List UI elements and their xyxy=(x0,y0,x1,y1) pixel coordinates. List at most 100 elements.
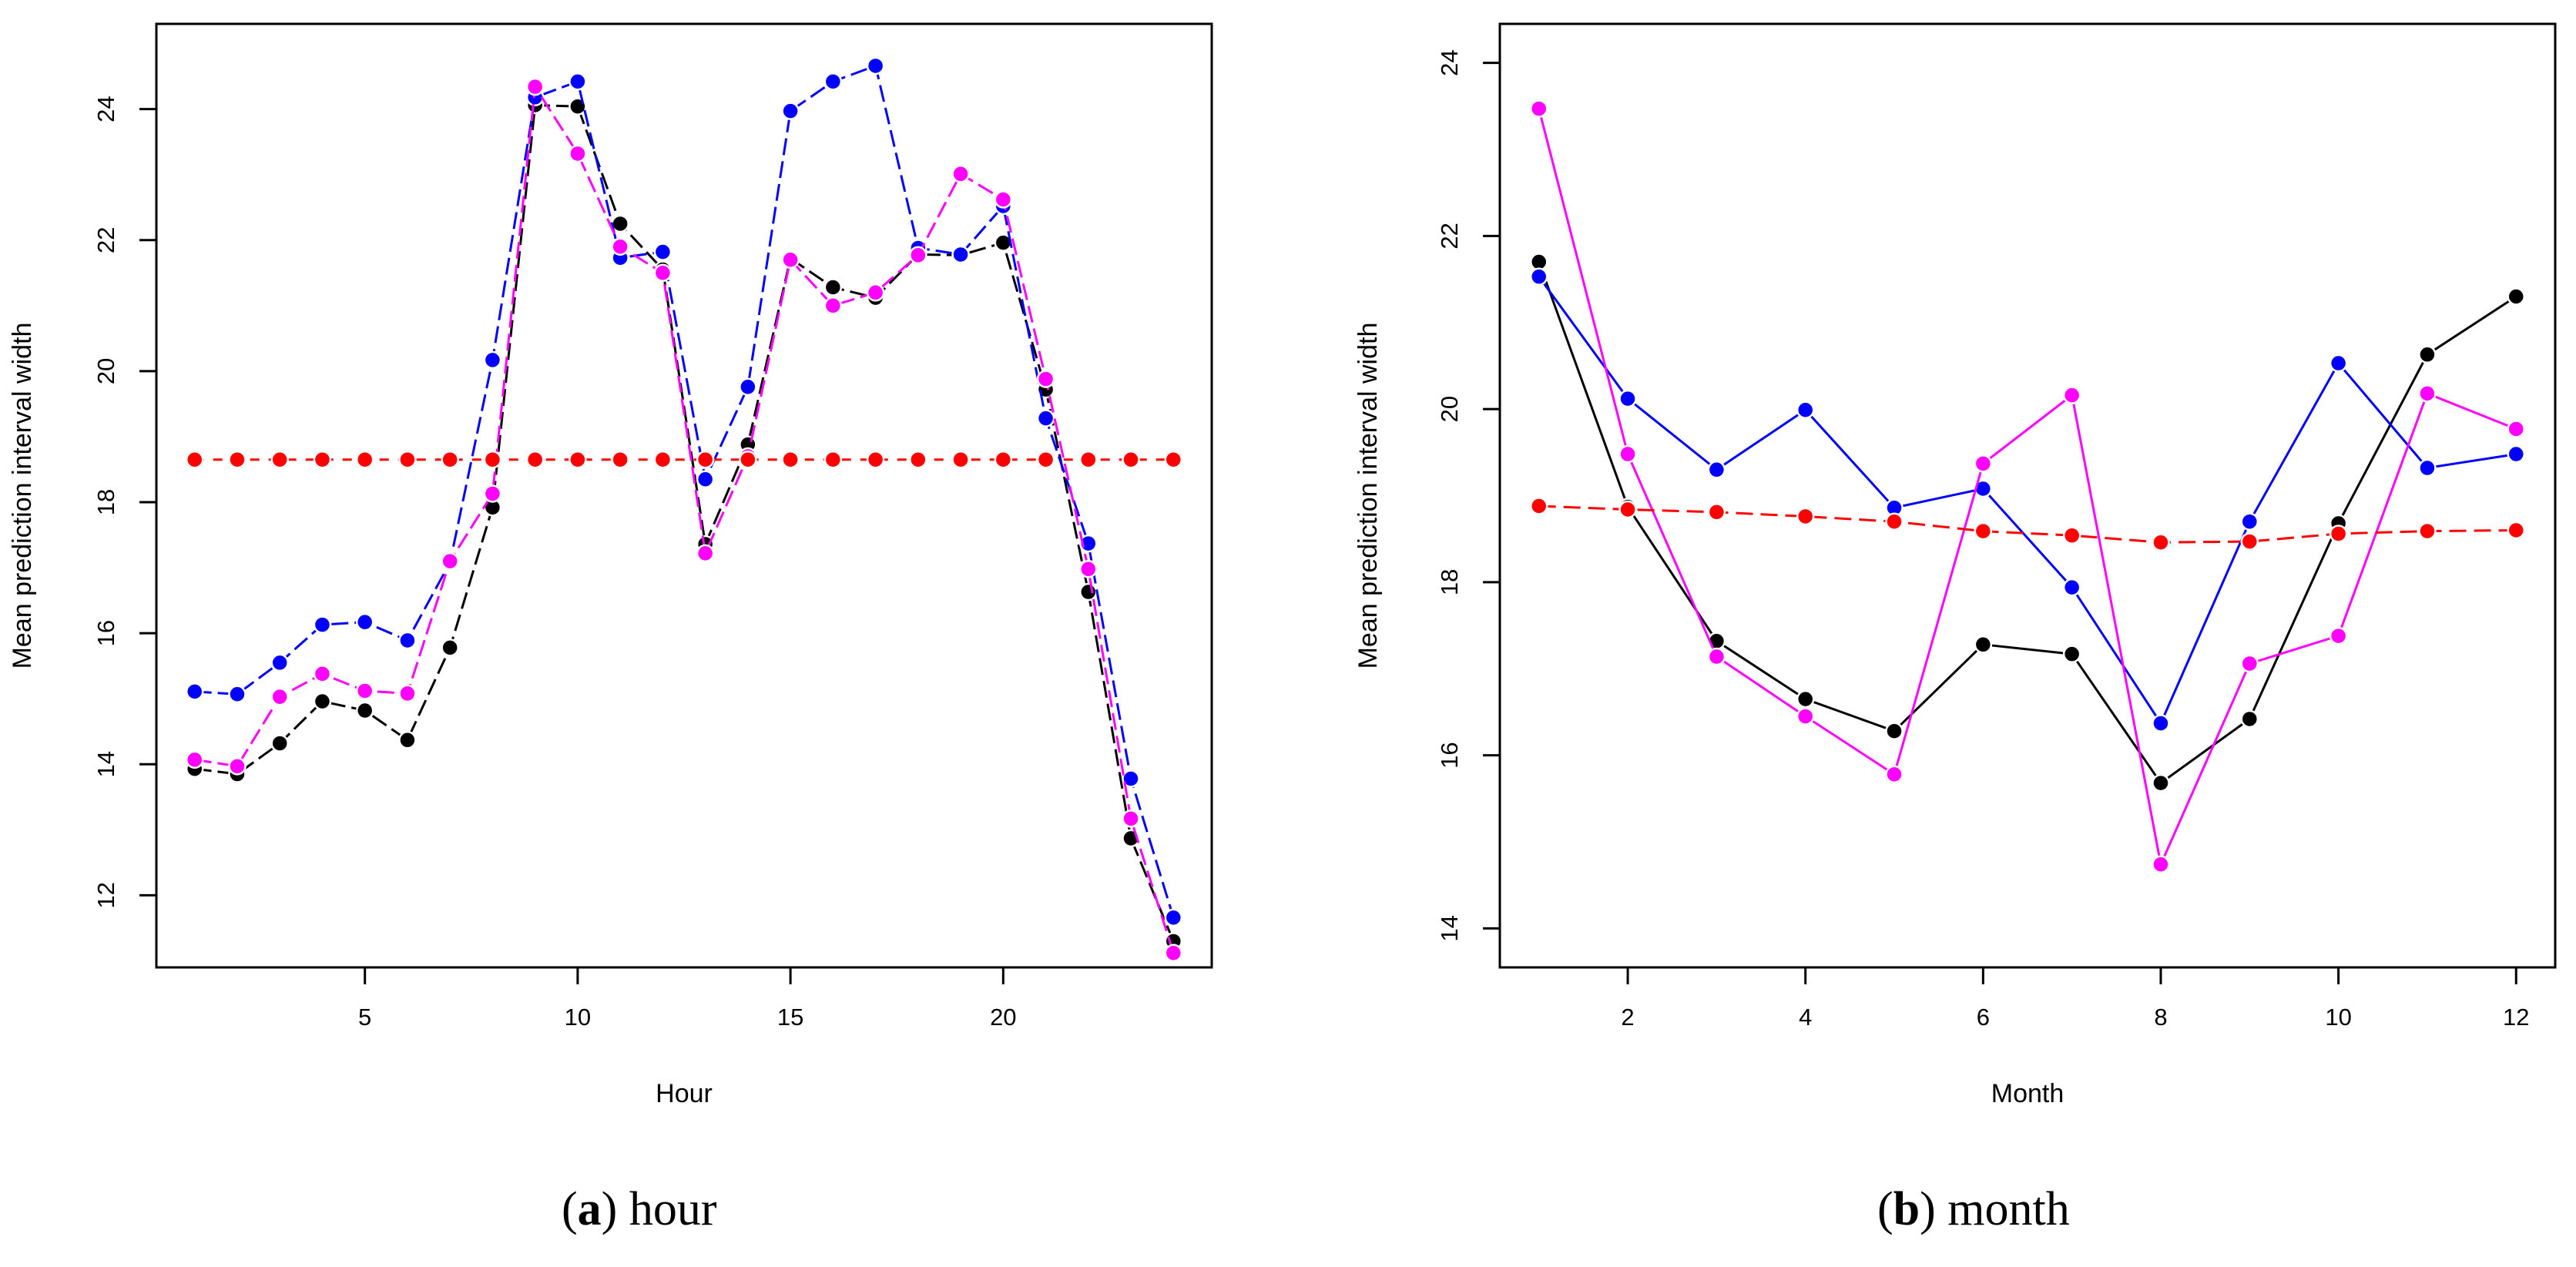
data-point-red xyxy=(313,450,332,469)
data-point-black xyxy=(2240,709,2259,729)
data-point-magenta xyxy=(441,551,459,571)
data-point-black xyxy=(398,731,417,749)
y-tick-label: 14 xyxy=(92,751,119,777)
data-point-black xyxy=(1079,582,1098,602)
caption-text-month: month xyxy=(1947,1183,2070,1235)
data-point-blue xyxy=(951,245,970,264)
y-axis-label: Mean prediction interval width xyxy=(1353,323,1383,669)
series-line-red xyxy=(1538,504,2517,544)
caption-hour: (a) hour xyxy=(562,1183,717,1235)
data-point-magenta xyxy=(2329,626,2348,645)
data-point-red xyxy=(228,450,247,469)
x-tick-label: 2 xyxy=(1621,1004,1634,1031)
x-tick-label: 5 xyxy=(358,1004,371,1031)
data-point-blue xyxy=(1796,401,1815,419)
data-point-red xyxy=(1618,500,1637,519)
data-point-blue xyxy=(866,56,885,75)
y-tick-label: 16 xyxy=(1436,742,1463,768)
data-point-red xyxy=(1164,450,1183,469)
data-point-black xyxy=(1974,635,1993,654)
series-line-black xyxy=(194,103,1175,942)
data-point-red xyxy=(2152,533,2170,551)
data-point-black xyxy=(2418,345,2437,364)
x-tick-label: 10 xyxy=(565,1004,591,1031)
data-point-red xyxy=(525,450,545,469)
data-point-magenta xyxy=(2062,386,2081,404)
y-tick-label: 16 xyxy=(92,620,119,646)
data-point-blue xyxy=(355,612,374,632)
data-point-magenta xyxy=(185,750,204,769)
data-point-red xyxy=(823,450,843,469)
data-point-magenta xyxy=(951,165,970,183)
y-tick-label: 14 xyxy=(1436,915,1463,941)
data-point-red xyxy=(909,450,927,469)
data-point-magenta xyxy=(823,297,843,315)
data-point-blue xyxy=(2152,714,2170,732)
data-point-black xyxy=(441,639,459,657)
data-point-magenta xyxy=(1529,99,1548,118)
y-tick-label: 24 xyxy=(92,96,119,122)
caption-label-b: b xyxy=(1893,1183,1920,1235)
data-point-magenta xyxy=(1707,647,1726,666)
data-point-red xyxy=(185,450,204,469)
data-point-magenta xyxy=(2418,384,2437,403)
data-point-black xyxy=(355,701,374,720)
y-tick-label: 18 xyxy=(1436,569,1463,595)
data-point-blue xyxy=(270,653,289,672)
data-point-magenta xyxy=(398,684,417,703)
x-tick-label: 15 xyxy=(777,1004,803,1031)
data-point-blue xyxy=(1164,908,1183,927)
data-point-red xyxy=(441,450,459,469)
x-axis-label: Hour xyxy=(656,1079,713,1108)
y-tick-label: 24 xyxy=(1436,49,1463,75)
data-point-magenta xyxy=(1796,707,1815,726)
data-point-blue xyxy=(313,615,332,634)
caption-month: (b) month xyxy=(1877,1183,2070,1235)
caption-text-hour: hour xyxy=(629,1183,717,1235)
data-point-blue xyxy=(2329,354,2348,373)
data-point-magenta xyxy=(270,687,289,706)
series-line-black xyxy=(1538,261,2517,785)
data-point-black xyxy=(611,214,629,233)
data-point-blue xyxy=(1122,769,1140,788)
data-point-red xyxy=(1529,497,1548,515)
data-point-red xyxy=(1707,503,1726,521)
data-point-magenta xyxy=(1164,944,1183,963)
data-point-blue xyxy=(1529,267,1548,286)
data-point-red xyxy=(696,450,715,469)
data-point-red xyxy=(2240,532,2259,551)
data-point-blue xyxy=(1618,389,1637,408)
data-point-magenta xyxy=(696,544,715,563)
data-point-red xyxy=(1036,450,1055,469)
series-line-blue xyxy=(194,64,1175,918)
data-point-blue xyxy=(228,685,247,704)
data-point-blue xyxy=(483,350,502,370)
data-point-blue xyxy=(696,470,715,488)
y-tick-label: 22 xyxy=(1436,223,1463,249)
data-point-red xyxy=(355,450,374,469)
data-point-red xyxy=(2329,525,2348,543)
data-point-black xyxy=(2062,645,2081,663)
plot-frame xyxy=(1498,22,2557,969)
caption-label-a: a xyxy=(577,1183,602,1235)
data-point-magenta xyxy=(866,283,885,302)
data-point-black xyxy=(2152,773,2170,793)
data-point-blue xyxy=(2062,578,2081,597)
data-point-blue xyxy=(653,243,673,261)
data-point-magenta xyxy=(909,246,927,265)
data-point-red xyxy=(1974,521,1993,541)
data-point-red xyxy=(653,450,673,469)
x-tick-label: 6 xyxy=(1977,1004,1990,1031)
data-point-red xyxy=(2507,521,2526,540)
data-point-red xyxy=(483,450,502,469)
data-point-magenta xyxy=(1885,765,1903,784)
x-tick-label: 8 xyxy=(2154,1004,2167,1031)
data-point-blue xyxy=(1036,409,1055,427)
data-point-black xyxy=(313,692,332,711)
series-line-magenta xyxy=(194,83,1175,954)
data-point-magenta xyxy=(313,665,332,683)
data-point-magenta xyxy=(483,484,502,503)
y-tick-label: 12 xyxy=(92,882,119,908)
